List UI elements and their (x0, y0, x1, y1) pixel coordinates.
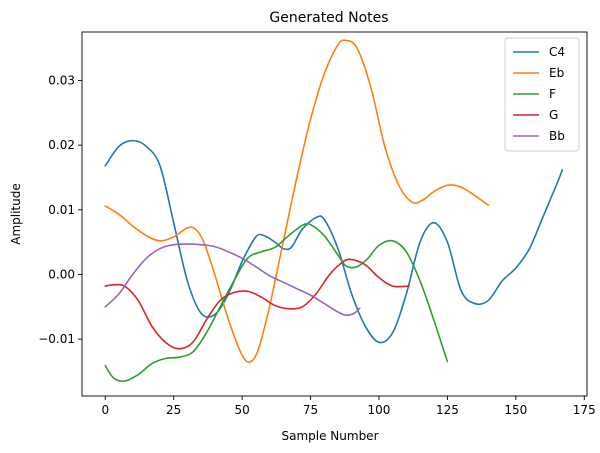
plot-frame (81, 31, 588, 397)
y-tick-label: 0.00 (48, 267, 75, 281)
x-tick-label: 25 (166, 403, 181, 417)
series-line-g (104, 258, 410, 350)
y-axis: −0.01 0.00 0.01 0.02 0.03 (38, 73, 82, 346)
y-tick-label: −0.01 (38, 332, 75, 346)
x-axis-label: Sample Number (281, 429, 378, 443)
x-tick-label: 125 (436, 403, 459, 417)
y-tick-label: 0.02 (48, 138, 75, 152)
x-tick-label: 0 (101, 403, 109, 417)
chart-title: Generated Notes (269, 10, 388, 26)
series-line-c4 (104, 139, 564, 344)
legend-label-g: G (549, 108, 558, 122)
y-tick-label: 0.03 (48, 73, 75, 87)
legend-label-bb: Bb (549, 129, 565, 143)
series-line-eb (104, 39, 490, 363)
x-tick-label: 100 (368, 403, 391, 417)
legend-box (504, 37, 580, 152)
legend: C4 Eb FG Bb (504, 37, 580, 152)
series-layer (104, 39, 564, 383)
x-tick-label: 175 (573, 403, 596, 417)
legend-label-eb: Eb (549, 66, 564, 80)
y-axis-label: Amplitude (9, 183, 23, 245)
series-line-f (104, 222, 449, 383)
x-tick-label: 150 (504, 403, 527, 417)
x-tick-label: 50 (234, 403, 249, 417)
y-tick-label: 0.01 (48, 203, 75, 217)
legend-label-f: F (549, 87, 556, 101)
x-tick-label: 75 (303, 403, 318, 417)
x-axis: 0 25 50 75 100 125 150 175 (101, 396, 596, 417)
series-line-bb (104, 243, 361, 317)
legend-label-c4: C4 (549, 45, 565, 59)
